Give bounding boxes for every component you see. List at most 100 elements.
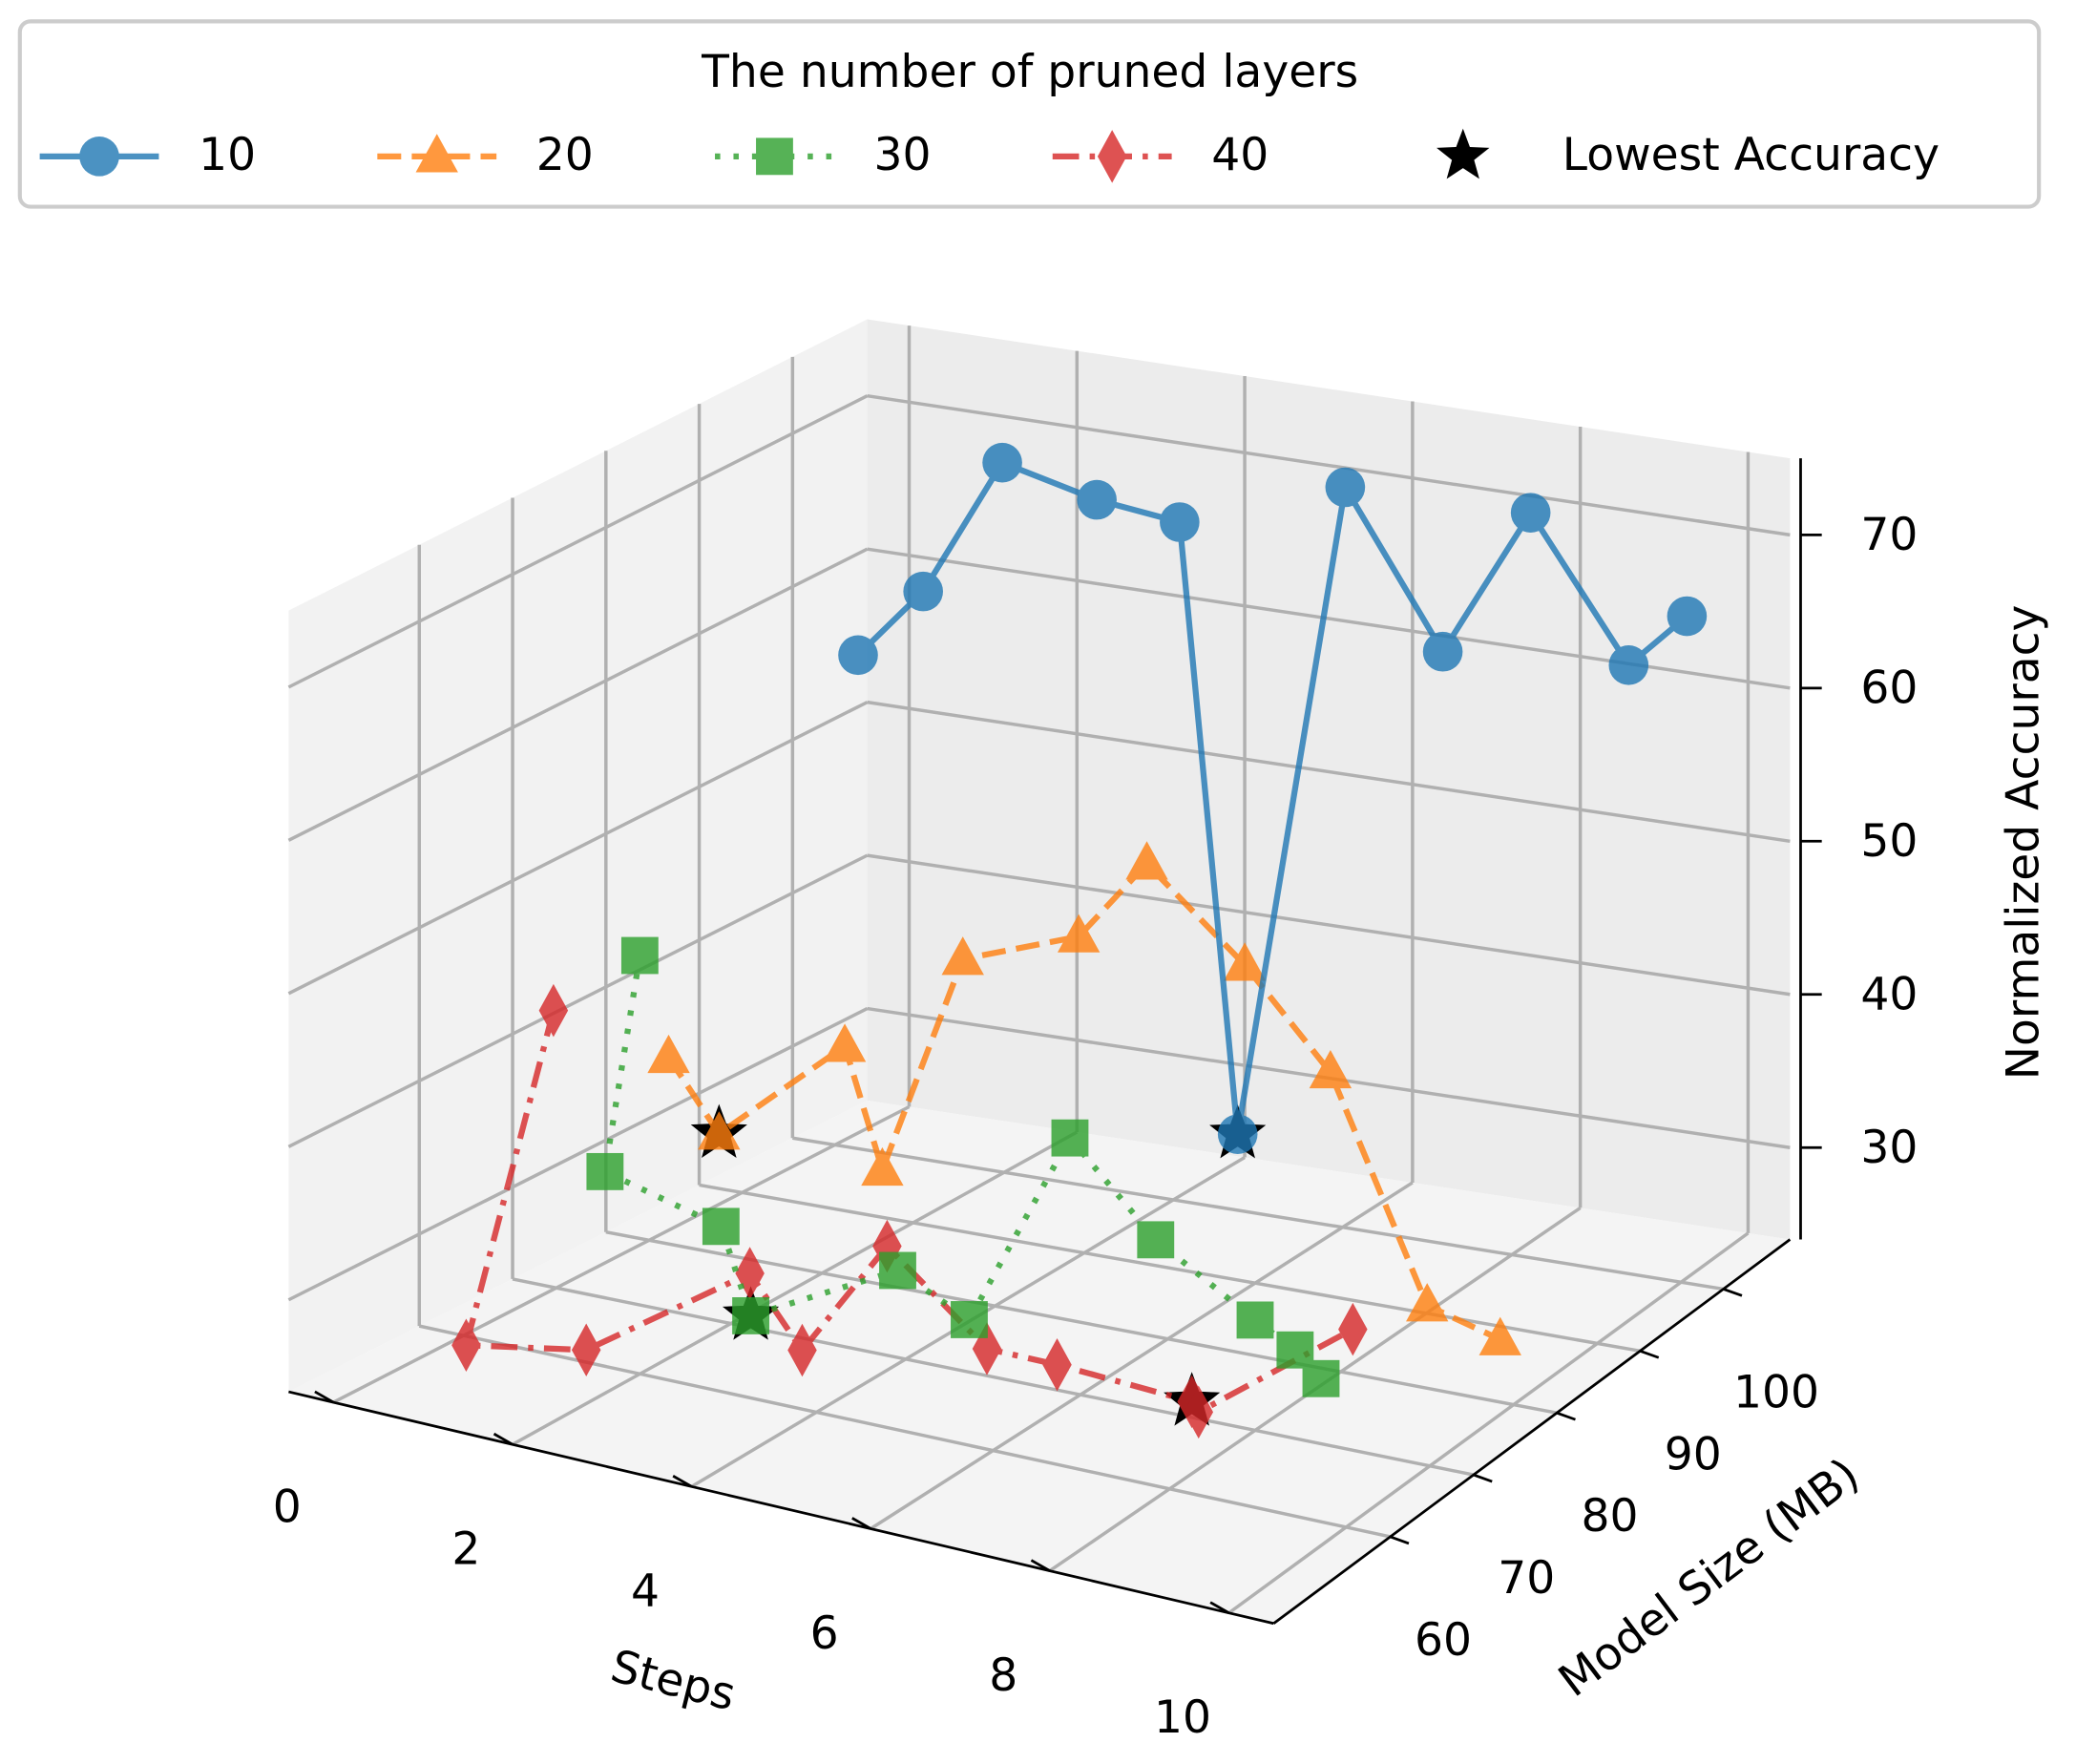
z-tick-label: 30: [1860, 1122, 1918, 1174]
series: [647, 841, 1521, 1355]
legend-label: 20: [536, 129, 594, 181]
legend-label: 30: [873, 129, 931, 181]
marker: [1406, 1283, 1449, 1322]
y-tick: [1390, 1535, 1410, 1545]
marker: [1422, 631, 1463, 672]
legend-entry: [715, 137, 834, 176]
legend-label: 10: [199, 129, 256, 181]
marker: [586, 1152, 624, 1190]
z-axis-title: Normalized Accuracy: [1997, 605, 2049, 1081]
marker: [1057, 914, 1101, 953]
marker: [1051, 1119, 1089, 1157]
legend-entry: [1052, 130, 1172, 183]
grid-line: [287, 394, 869, 689]
x-tick-label: 6: [810, 1607, 839, 1660]
x-axis: [288, 1390, 1274, 1626]
y-tick: [1723, 1288, 1743, 1297]
grid-line: [867, 700, 1791, 844]
grid-line: [792, 1136, 1724, 1292]
marker: [415, 134, 458, 173]
marker: [79, 136, 119, 177]
x-tick-label: 0: [273, 1480, 302, 1533]
series: [586, 936, 1340, 1397]
legend-box: [17, 19, 2042, 209]
marker: [1223, 942, 1267, 981]
y-tick-label: 70: [1498, 1552, 1555, 1605]
x-axis-title: Steps: [606, 1640, 741, 1721]
x-tick-label: 4: [631, 1565, 660, 1618]
y-tick-label: 90: [1665, 1428, 1722, 1480]
marker: [1077, 479, 1117, 520]
marker: [838, 635, 878, 676]
grid-line: [287, 701, 869, 996]
z-tick-label: 60: [1860, 662, 1918, 715]
legend-title: The number of pruned layers: [701, 46, 1358, 98]
back-pane: [867, 319, 1791, 1240]
marker: [1097, 130, 1127, 183]
marker: [861, 1146, 904, 1186]
marker: [732, 1297, 769, 1334]
y-axis: [1272, 1238, 1792, 1625]
marker: [1478, 1316, 1521, 1355]
grid-line: [867, 853, 1791, 997]
grid-line: [512, 1277, 1475, 1477]
marker: [1137, 1221, 1175, 1259]
marker: [879, 1251, 916, 1290]
marker: [1217, 1114, 1258, 1154]
grid-line: [287, 547, 869, 842]
legend-entry: [377, 134, 497, 173]
legend-label: Lowest Accuracy: [1562, 129, 1940, 181]
marker: [571, 1323, 601, 1377]
series: [451, 983, 1368, 1439]
marker: [1309, 1049, 1353, 1089]
marker: [1608, 645, 1649, 685]
legend-entry: [1436, 128, 1490, 179]
grid-line: [870, 1181, 1414, 1530]
marker: [1302, 1359, 1340, 1397]
marker: [1236, 1301, 1274, 1339]
grid-line: [699, 1183, 1641, 1354]
grid-line: [1227, 1231, 1750, 1615]
marker: [451, 1318, 481, 1372]
series: [838, 442, 1708, 1154]
grid-line: [287, 853, 869, 1148]
grid-line: [332, 1104, 911, 1404]
legend-label: 40: [1211, 129, 1269, 181]
x-tick-label: 2: [451, 1523, 480, 1576]
marker: [756, 137, 793, 176]
marker: [702, 1208, 740, 1246]
z-tick-label: 70: [1860, 509, 1918, 561]
marker: [903, 571, 943, 612]
marker: [538, 983, 569, 1038]
legend-entry: [39, 136, 159, 177]
marker: [1325, 467, 1366, 508]
y-tick-label: 60: [1415, 1614, 1472, 1667]
marker: [1436, 128, 1490, 179]
marker: [787, 1323, 817, 1377]
y-tick: [1556, 1411, 1576, 1421]
marker: [1667, 596, 1708, 637]
marker: [1184, 1385, 1214, 1439]
marker: [647, 1034, 690, 1074]
y-tick: [1473, 1473, 1493, 1483]
grid-line: [605, 1229, 1558, 1415]
marker: [1125, 841, 1168, 880]
x-tick-label: 10: [1154, 1691, 1211, 1744]
marker: [1510, 493, 1551, 533]
marker: [823, 1023, 867, 1062]
marker: [982, 442, 1022, 483]
y-tick-label: 100: [1733, 1366, 1819, 1418]
marker: [941, 936, 984, 976]
grid-line: [867, 393, 1791, 537]
marker: [1160, 502, 1200, 542]
y-axis-title: Model Size (MB): [1549, 1448, 1869, 1708]
marker: [1338, 1302, 1368, 1356]
y-tick: [1639, 1350, 1660, 1359]
marker: [698, 1111, 741, 1150]
marker: [951, 1301, 988, 1338]
grid-line: [512, 1130, 1079, 1446]
y-tick-label: 80: [1582, 1490, 1639, 1543]
grid-line: [287, 1007, 869, 1302]
